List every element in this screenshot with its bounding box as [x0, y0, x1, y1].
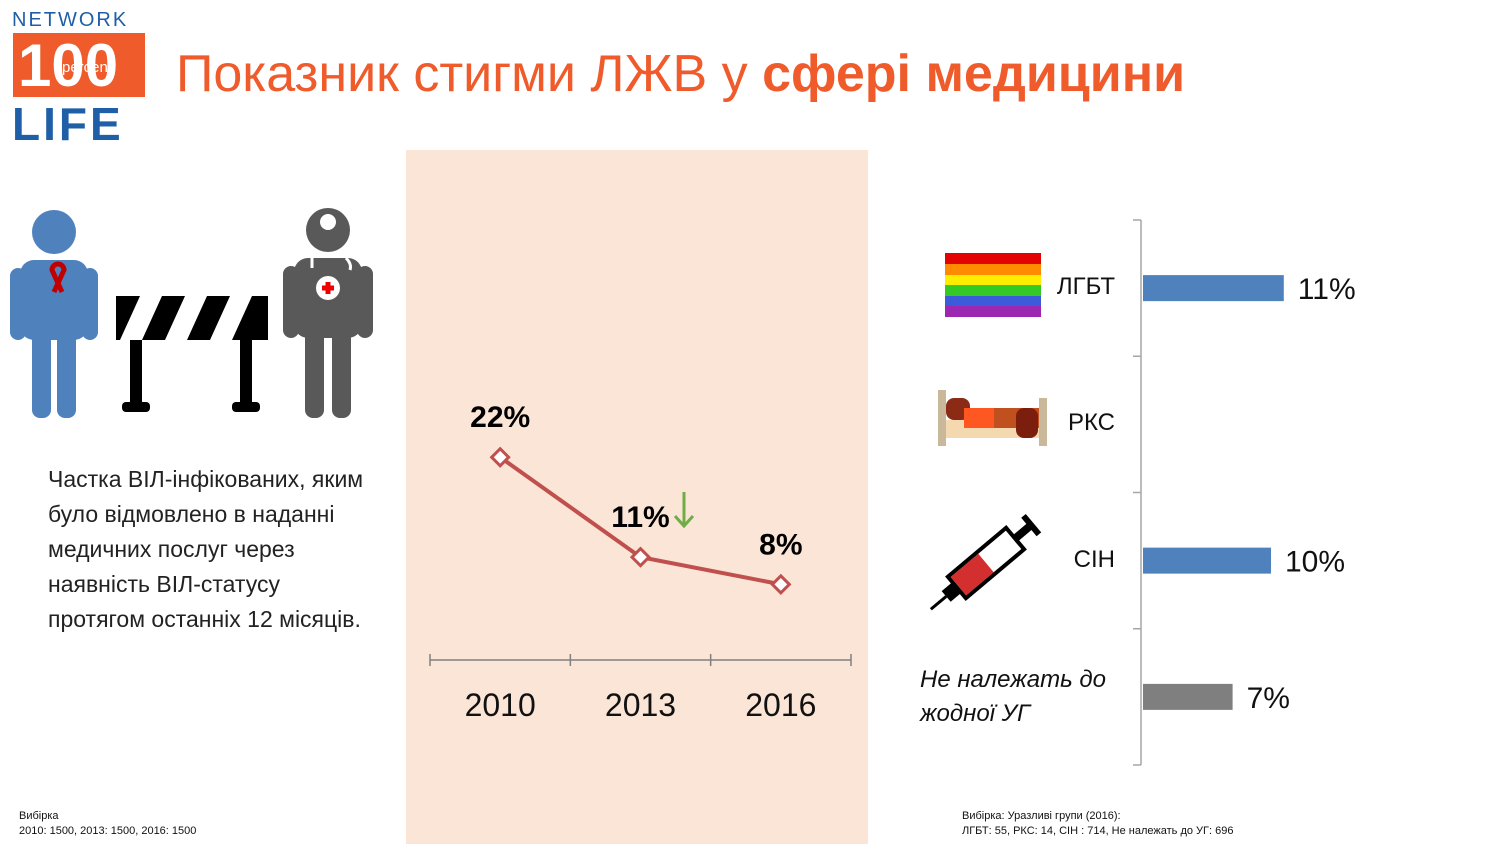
category-label: Не належать до жодної УГ [920, 665, 1106, 727]
x-tick-label: 2016 [745, 687, 816, 723]
point [770, 573, 792, 595]
head-mirror [320, 214, 336, 230]
note-line: 2010: 1500, 2013: 1500, 2016: 1500 [19, 825, 197, 837]
value-label: 11% [611, 501, 669, 534]
point [629, 546, 652, 568]
bar [1143, 683, 1233, 710]
bar [1143, 547, 1271, 574]
value-label: 11% [1298, 273, 1356, 306]
down-arrow [673, 492, 695, 529]
logo-number: 100 [18, 32, 118, 99]
note-right: Вибірка: Уразливі групи (2016): ЛГБТ: 55… [962, 809, 1233, 839]
note-line: Вибірка [19, 810, 59, 822]
syringe-icon [929, 513, 1042, 611]
point [489, 446, 511, 468]
patient-icon [10, 210, 98, 418]
ribbon [49, 261, 67, 294]
value-label: 22% [470, 401, 530, 434]
category-label: СІН [1073, 545, 1115, 573]
logo-word: percent [62, 59, 113, 76]
logo-bottom: LIFE [12, 98, 124, 150]
category-label: ЛГБТ [1056, 273, 1115, 301]
stethoscope [310, 256, 352, 271]
x-tick-label: 2013 [605, 687, 676, 723]
title-bold: сфері медицини [762, 45, 1186, 103]
panel [406, 150, 868, 844]
title-regular: Показник стигми ЛЖВ у [176, 45, 748, 103]
barrier-icon [116, 296, 268, 412]
value-label: 8% [759, 528, 802, 561]
note-line: Вибірка: Уразливі групи (2016): [962, 810, 1121, 822]
bar [1143, 275, 1284, 302]
note-line: ЛГБТ: 55, РКС: 14, СІН : 714, Не належат… [962, 825, 1234, 837]
rainbow-flag [945, 253, 1041, 317]
note-left: Вибірка 2010: 1500, 2013: 1500, 2016: 15… [19, 809, 196, 839]
category-label: РКС [1067, 409, 1115, 437]
bed-icon [938, 390, 1047, 446]
x-tick-label: 2010 [465, 687, 536, 723]
cross [322, 282, 334, 294]
doctor-icon [283, 208, 373, 418]
logo-top: NETWORK [12, 9, 128, 31]
value-label: 7% [1247, 682, 1290, 715]
value-label: 10% [1285, 546, 1345, 579]
description: Частка ВІЛ-інфікованих, яким було відмов… [48, 466, 364, 632]
title: Показник стигми ЛЖВ у сфері медицини [176, 44, 1185, 104]
logo-box [13, 33, 145, 97]
